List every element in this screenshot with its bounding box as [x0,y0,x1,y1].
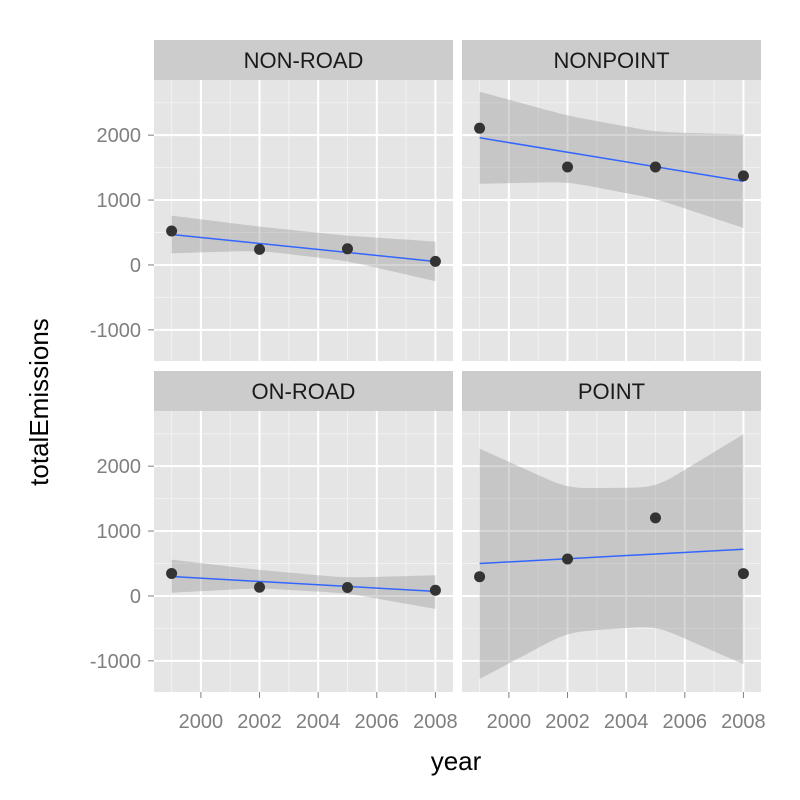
y-tick-label: 0 [130,586,141,608]
x-tick-label: 2006 [355,711,400,733]
data-point-non-road [341,243,353,255]
facet-strip-label-point: POINT [578,379,645,404]
data-point-non-road [429,255,441,267]
facet-nonpoint: NONPOINT [462,40,761,361]
x-tick-label: 2004 [296,711,341,733]
x-tick-label: 2006 [663,711,708,733]
x-tick-label: 2000 [487,711,532,733]
y-tick-label: 1000 [97,521,142,543]
x-tick-label: 2004 [604,711,649,733]
data-point-non-road [254,243,266,255]
data-point-on-road [341,581,353,593]
data-point-point [737,568,749,580]
x-tick-label: 2000 [179,711,224,733]
facet-strip-label-nonpoint: NONPOINT [553,48,669,73]
data-point-on-road [429,584,441,596]
data-point-nonpoint [737,170,749,182]
fit-line-non-road [171,233,436,263]
x-tick-label: 2008 [413,711,458,733]
facet-strip-on-road [154,371,453,411]
facet-strip-label-non-road: NON-ROAD [244,48,364,73]
facet-strip-point [462,371,761,411]
fit-line-point [479,548,744,565]
y-axis-title: totalEmissions [24,318,54,486]
data-point-nonpoint [562,161,574,173]
data-point-on-road [166,567,178,579]
data-point-point [649,512,661,524]
y-tick-label: 2000 [97,456,142,478]
x-tick-label: 2008 [721,711,766,733]
x-tick-label: 2002 [545,711,590,733]
panel-background-on-road [154,411,453,692]
panel-background-non-road [154,80,453,361]
y-tick-label: -1000 [90,320,141,342]
x-tick-label: 2002 [237,711,282,733]
facet-strip-nonpoint [462,40,761,80]
data-point-non-road [166,225,178,237]
y-tick-label: 2000 [97,125,142,147]
facet-non-road: NON-ROAD [154,40,453,361]
data-point-on-road [254,581,266,593]
panel-background-nonpoint [462,80,761,361]
data-point-nonpoint [474,122,486,134]
x-axis-title: year [431,746,482,776]
facet-on-road: ON-ROAD [154,371,453,692]
facet-panels: NON-ROAD NONPOINT ON-ROAD POINT [154,40,761,692]
fit-line-nonpoint [479,137,744,182]
data-point-nonpoint [649,161,661,173]
y-axis-ticks: -1000 0 1000 2000 -1000 0 1000 2000 [90,125,154,673]
y-tick-label: 1000 [97,190,142,212]
x-axis-ticks: 2000 2002 2004 2006 2008 2000 2002 2004 2006 2008 [179,692,766,733]
data-point-point [474,571,486,583]
facet-point: POINT [462,371,761,692]
data-point-point [562,553,574,565]
y-tick-label: -1000 [90,651,141,673]
facet-strip-label-on-road: ON-ROAD [252,379,356,404]
fit-line-on-road [171,575,436,593]
facet-strip-non-road [154,40,453,80]
y-tick-label: 0 [130,255,141,277]
